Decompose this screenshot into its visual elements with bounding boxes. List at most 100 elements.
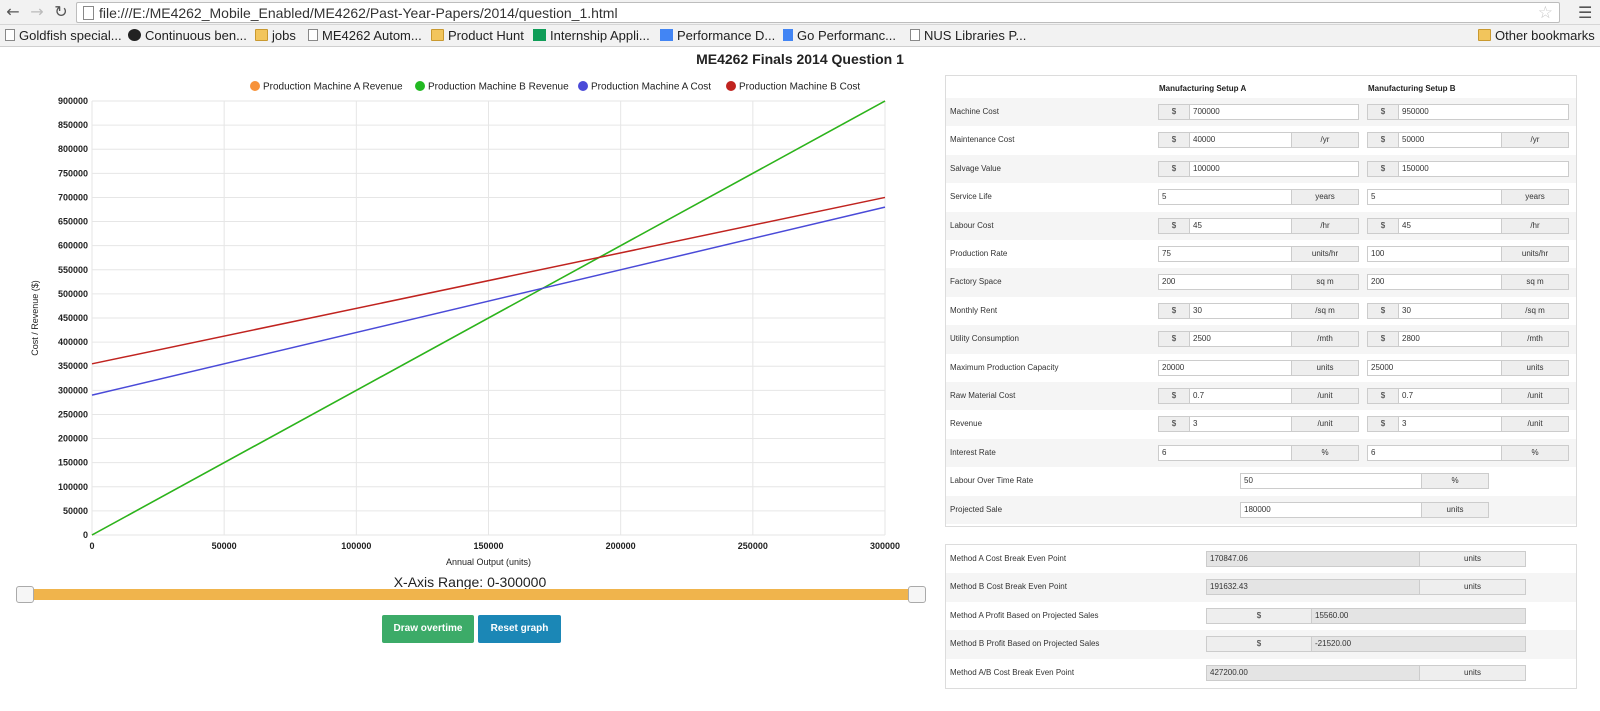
input-prefix: $ [1206,607,1312,624]
setup-row: Revenue $3/unit $3/unit [946,410,1576,438]
input-field[interactable]: 2800 [1398,331,1502,348]
setup-row: Projected Sale 180000 units [946,495,1576,524]
input-field[interactable]: 40000 [1189,132,1292,149]
legend-label-3: Production Machine B Cost [739,82,860,93]
input-field[interactable]: 5 [1367,189,1502,206]
input-field[interactable]: 0.7 [1398,388,1502,404]
input-field[interactable]: 180000 [1240,501,1422,518]
folder-icon [1478,29,1491,41]
bookmark-item[interactable]: Performance D... [660,27,775,45]
bookmarks-bar: Goldfish special... Continuous ben... jobs… [0,25,1600,47]
setup-b-input: 100 units/hr [1367,246,1569,262]
legend-marker-0 [250,81,260,91]
setup-row: Maintenance Cost $40000/yr $50000/yr [946,126,1576,154]
input-field[interactable]: 45 [1398,217,1502,234]
url-text[interactable]: file:///E:/ME4262_Mobile_Enabled/ME4262/… [99,5,618,21]
address-bar[interactable]: file:///E:/ME4262_Mobile_Enabled/ME4262/… [76,2,1560,23]
y-tick-label: 0 [83,530,88,540]
input-field[interactable]: 100000 [1189,160,1359,177]
bookmark-item[interactable]: ME4262 Autom... [308,27,422,45]
input-suffix: years [1291,189,1359,206]
input-field[interactable]: 2500 [1189,331,1292,348]
input-field[interactable]: 200 [1158,274,1292,291]
results-table: Method A Cost Break Even Point 170847.06 u… [945,544,1577,689]
bookmark-star-icon[interactable]: ☆ [1537,3,1553,23]
row-label: Factory Space [950,277,1002,287]
input-field[interactable]: 20000 [1158,359,1292,376]
setup-b-input: 5 years [1367,189,1569,206]
bookmark-label: Continuous ben... [145,28,247,43]
input-field[interactable]: 50000 [1398,132,1502,149]
bookmark-item[interactable]: jobs [255,27,296,45]
row-label: Utility Consumption [950,334,1019,344]
sheet-icon [533,29,546,41]
setup-a-input: 5 years [1158,189,1359,206]
y-axis-label: Cost / Revenue ($) [30,280,40,356]
result-value: 427200.00 [1206,664,1420,681]
bookmark-item[interactable]: Goldfish special... [5,27,122,45]
x-tick-label: 100000 [341,541,371,551]
page-icon [83,6,94,20]
setup-row: Factory Space 200 sq m 200 sq m [946,268,1576,297]
result-output: 170847.06 units [1206,551,1526,567]
bookmark-item[interactable]: Go Performanc... [783,27,896,45]
input-field[interactable]: 30 [1398,302,1502,319]
input-suffix: years [1501,189,1569,206]
input-field[interactable]: 5 [1158,189,1292,206]
input-field[interactable]: 45 [1189,217,1292,234]
input-field[interactable]: 50 [1240,473,1422,490]
input-suffix: units/hr [1501,246,1569,262]
forward-icon[interactable]: → [30,2,44,21]
input-suffix: units [1291,359,1359,376]
x-range-slider[interactable] [18,589,918,600]
result-value: -21520.00 [1311,636,1526,653]
input-field[interactable]: 6 [1158,444,1292,461]
bookmark-item[interactable]: NUS Libraries P... [910,27,1026,45]
input-field[interactable]: 700000 [1189,104,1359,120]
legend-marker-2 [578,81,588,91]
result-label: Method B Cost Break Even Point [950,582,1067,592]
reset-graph-button[interactable]: Reset graph [478,615,561,643]
draw-overtime-button[interactable]: Draw overtime [382,615,474,643]
menu-icon[interactable]: ☰ [1578,3,1593,22]
x-tick-label: 250000 [738,541,768,551]
back-icon[interactable]: ← [6,2,20,21]
bookmark-item[interactable]: Internship Appli... [533,27,650,45]
result-value: 191632.43 [1206,579,1420,596]
input-prefix: $ [1158,132,1190,149]
slider-handle-max[interactable] [908,586,926,603]
bookmark-label: ME4262 Autom... [322,28,422,43]
setup-row: Service Life 5 years 5 years [946,183,1576,211]
row-label: Production Rate [950,249,1008,258]
input-field[interactable]: 150000 [1398,160,1569,177]
bookmark-label: Product Hunt [448,28,524,43]
input-field[interactable]: 6 [1367,444,1502,461]
slider-handle-min[interactable] [16,586,34,603]
input-suffix: % [1421,473,1489,490]
bookmark-item[interactable]: Continuous ben... [128,27,247,45]
setup-b-input: $45/hr [1367,217,1569,234]
other-bookmarks[interactable]: Other bookmarks [1478,27,1595,45]
input-field[interactable]: 30 [1189,302,1292,319]
setup-row: Labour Over Time Rate 50% [946,467,1576,495]
setup-b-input: 25000 units [1367,359,1569,376]
result-output: 191632.43 units [1206,579,1526,596]
input-suffix: /unit [1291,416,1359,433]
input-field[interactable]: 25000 [1367,359,1502,376]
input-suffix: sq m [1291,274,1359,291]
input-field[interactable]: 200 [1367,274,1502,291]
input-field[interactable]: 3 [1189,416,1292,433]
result-output: 427200.00 units [1206,664,1526,681]
input-suffix: units [1421,501,1489,518]
input-field[interactable]: 75 [1158,246,1292,262]
input-field[interactable]: 950000 [1398,104,1569,120]
result-label: Method A/B Cost Break Even Point [950,667,1075,677]
bookmark-label: Performance D... [677,28,776,43]
input-field[interactable]: 3 [1398,416,1502,433]
reload-icon[interactable]: ↻ [54,2,68,21]
legend-label-1: Production Machine B Revenue [428,82,569,93]
bookmark-item[interactable]: Product Hunt [431,27,524,45]
input-prefix: $ [1158,388,1190,404]
input-field[interactable]: 0.7 [1189,388,1292,404]
input-field[interactable]: 100 [1367,246,1502,262]
